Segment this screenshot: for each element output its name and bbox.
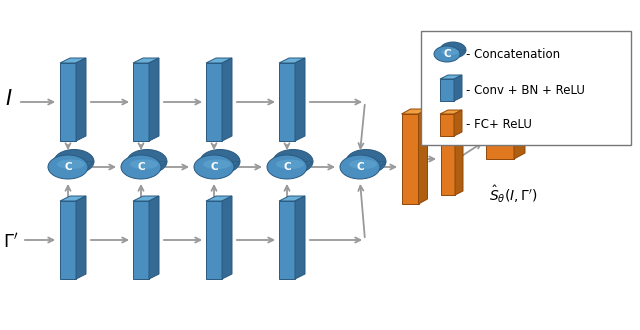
Polygon shape: [133, 196, 159, 201]
Polygon shape: [295, 58, 305, 141]
Polygon shape: [60, 63, 76, 141]
Polygon shape: [279, 201, 295, 279]
Ellipse shape: [57, 159, 85, 169]
Ellipse shape: [349, 159, 377, 169]
Ellipse shape: [340, 155, 380, 179]
Text: - FC+ ReLU: - FC+ ReLU: [466, 118, 532, 131]
Ellipse shape: [54, 149, 94, 174]
Polygon shape: [206, 196, 232, 201]
Polygon shape: [279, 196, 305, 201]
Polygon shape: [440, 79, 454, 101]
Ellipse shape: [441, 49, 459, 55]
Text: C: C: [283, 162, 291, 172]
Polygon shape: [279, 63, 295, 141]
Text: $\hat{S}_{\theta}(I, \Gamma^{\prime})$: $\hat{S}_{\theta}(I, \Gamma^{\prime})$: [490, 183, 538, 205]
Polygon shape: [222, 58, 232, 141]
Polygon shape: [279, 58, 305, 63]
Ellipse shape: [273, 149, 313, 174]
Ellipse shape: [276, 159, 304, 169]
Polygon shape: [60, 201, 76, 279]
Polygon shape: [440, 114, 454, 136]
Ellipse shape: [130, 159, 158, 169]
Polygon shape: [434, 50, 466, 54]
Polygon shape: [454, 75, 462, 101]
Polygon shape: [60, 196, 86, 201]
Polygon shape: [206, 58, 232, 63]
Ellipse shape: [203, 159, 231, 169]
Text: C: C: [64, 162, 72, 172]
Polygon shape: [441, 113, 463, 117]
Ellipse shape: [194, 155, 234, 179]
Polygon shape: [133, 63, 149, 141]
Text: C: C: [443, 49, 451, 59]
Polygon shape: [194, 161, 240, 167]
Polygon shape: [455, 113, 463, 195]
Ellipse shape: [200, 149, 240, 174]
Polygon shape: [340, 161, 386, 167]
FancyBboxPatch shape: [421, 31, 631, 145]
Polygon shape: [440, 110, 462, 114]
Polygon shape: [419, 109, 428, 204]
Polygon shape: [222, 196, 232, 279]
Polygon shape: [401, 114, 419, 204]
Polygon shape: [149, 196, 159, 279]
Polygon shape: [133, 58, 159, 63]
Polygon shape: [206, 63, 222, 141]
Ellipse shape: [440, 42, 466, 58]
Ellipse shape: [346, 149, 386, 174]
Ellipse shape: [127, 149, 167, 174]
Polygon shape: [454, 110, 462, 136]
Polygon shape: [121, 161, 167, 167]
Polygon shape: [206, 201, 222, 279]
Polygon shape: [486, 117, 525, 123]
Polygon shape: [48, 161, 94, 167]
Polygon shape: [149, 58, 159, 141]
Polygon shape: [60, 58, 86, 63]
Polygon shape: [76, 58, 86, 141]
Ellipse shape: [48, 155, 88, 179]
Text: $I$: $I$: [5, 89, 13, 109]
Ellipse shape: [121, 155, 161, 179]
Polygon shape: [401, 109, 428, 114]
Ellipse shape: [267, 155, 307, 179]
Ellipse shape: [434, 46, 460, 62]
Polygon shape: [76, 196, 86, 279]
Text: - Conv + BN + ReLU: - Conv + BN + ReLU: [466, 83, 585, 96]
Polygon shape: [267, 161, 313, 167]
Polygon shape: [440, 75, 462, 79]
Text: - Concatenation: - Concatenation: [466, 48, 560, 60]
Text: C: C: [137, 162, 145, 172]
Text: C: C: [356, 162, 364, 172]
Polygon shape: [514, 117, 525, 159]
Polygon shape: [133, 201, 149, 279]
Text: $\Gamma'$: $\Gamma'$: [3, 233, 19, 251]
Polygon shape: [441, 117, 455, 195]
Text: C: C: [210, 162, 218, 172]
Polygon shape: [486, 123, 514, 159]
Polygon shape: [295, 196, 305, 279]
